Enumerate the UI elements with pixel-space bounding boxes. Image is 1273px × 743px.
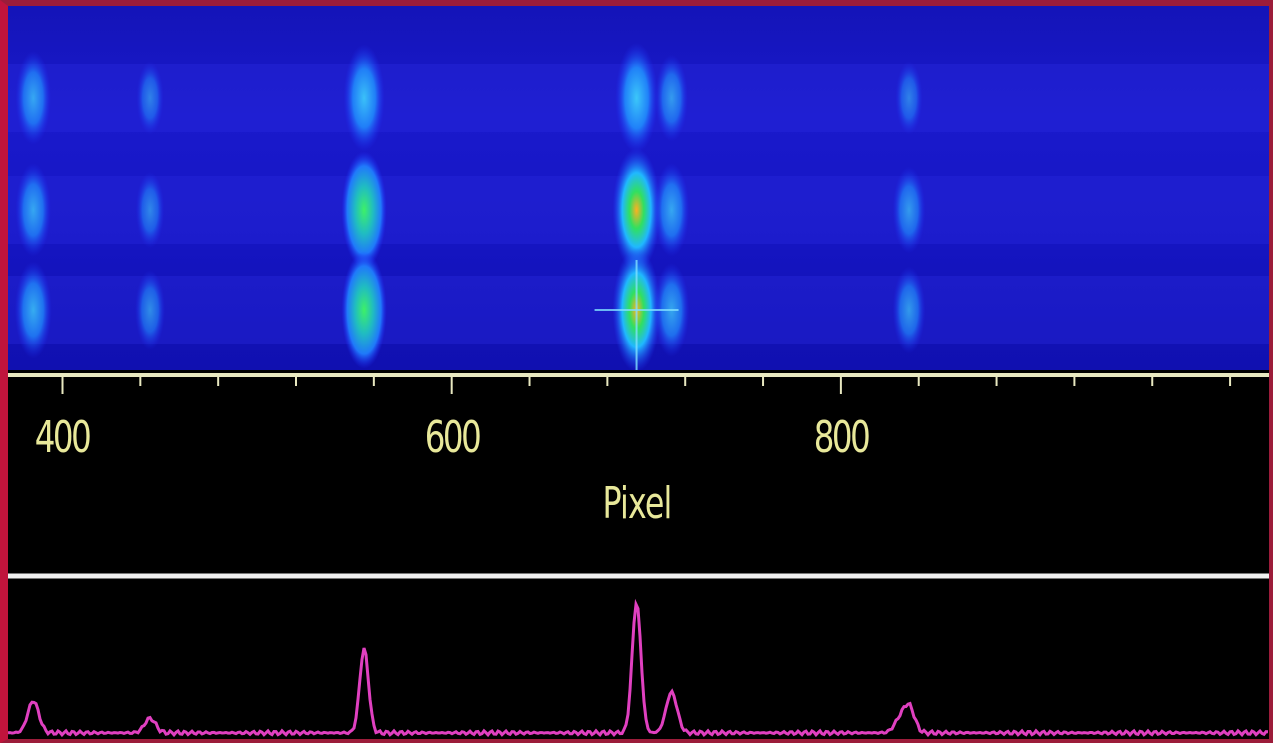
emission-line-spot xyxy=(15,163,51,257)
emission-line-spot xyxy=(612,148,661,272)
emission-line-spot xyxy=(653,163,690,257)
intensity-profile xyxy=(8,598,1269,738)
emission-line-spot xyxy=(14,261,52,359)
tick-label-800: 800 xyxy=(813,412,871,463)
axis-title: Pixel xyxy=(602,478,672,529)
spectrum-image[interactable] xyxy=(8,6,1269,370)
tick-label-600: 600 xyxy=(424,412,481,463)
emission-line-spot xyxy=(136,61,164,135)
pixel-axis xyxy=(8,373,1269,579)
emission-line-spot xyxy=(655,54,688,142)
emission-line-spot xyxy=(135,171,165,249)
emission-line-spot xyxy=(615,42,658,154)
emission-line-spot xyxy=(341,151,387,269)
emission-line-spot xyxy=(892,266,926,354)
intensity-profile-panel xyxy=(8,582,1269,739)
intensity-profile-line xyxy=(8,598,1269,738)
emission-line-spot xyxy=(135,270,165,350)
emission-line-spot xyxy=(892,166,926,254)
emission-line-spot xyxy=(343,44,385,152)
emission-line-spot xyxy=(341,251,387,369)
tick-label-400: 400 xyxy=(35,412,92,463)
spectrum-image-canvas xyxy=(8,42,1269,370)
emission-line-spot xyxy=(15,51,51,145)
pixel-axis-panel: 400 600 800 Pixel xyxy=(8,370,1269,582)
emission-line-spot xyxy=(895,61,923,135)
